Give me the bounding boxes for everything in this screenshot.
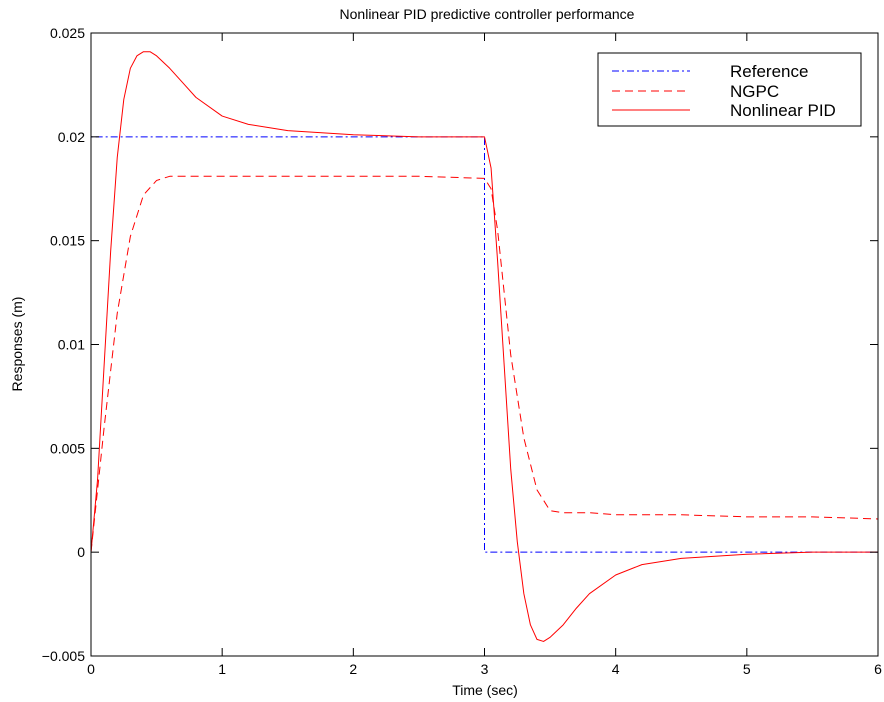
y-axis-label: Responses (m) (9, 297, 25, 392)
x-axis-label: Time (sec) (452, 682, 518, 698)
x-tick-label: 1 (218, 661, 226, 677)
x-tick-label: 2 (349, 661, 357, 677)
x-tick-label: 6 (874, 661, 882, 677)
x-tick-label: 0 (87, 661, 95, 677)
y-tick-label: −0.005 (42, 648, 85, 664)
y-tick-label: 0.015 (50, 233, 85, 249)
series-line-reference (90, 136, 878, 553)
legend-box (597, 52, 862, 127)
legend: Reference NGPC Nonlinear PID (597, 52, 862, 127)
legend-label-nonlinear-pid: Nonlinear PID (730, 101, 836, 120)
y-tick-label: 0.005 (50, 440, 85, 456)
series-line-ngpc (90, 175, 879, 553)
y-tick-label: 0 (77, 544, 85, 560)
x-tick-label: 3 (481, 661, 489, 677)
series-line-nonlinear-pid (90, 51, 878, 642)
y-tick-label: 0.01 (58, 337, 85, 353)
legend-label-ngpc: NGPC (730, 82, 779, 101)
legend-label-reference: Reference (730, 62, 808, 81)
y-tick-label: 0.02 (58, 129, 85, 145)
x-tick-label: 4 (612, 661, 620, 677)
x-tick-label: 5 (743, 661, 751, 677)
chart-title: Nonlinear PID predictive controller perf… (340, 6, 635, 22)
y-tick-label: 0.025 (50, 25, 85, 41)
series-layer (90, 51, 879, 642)
